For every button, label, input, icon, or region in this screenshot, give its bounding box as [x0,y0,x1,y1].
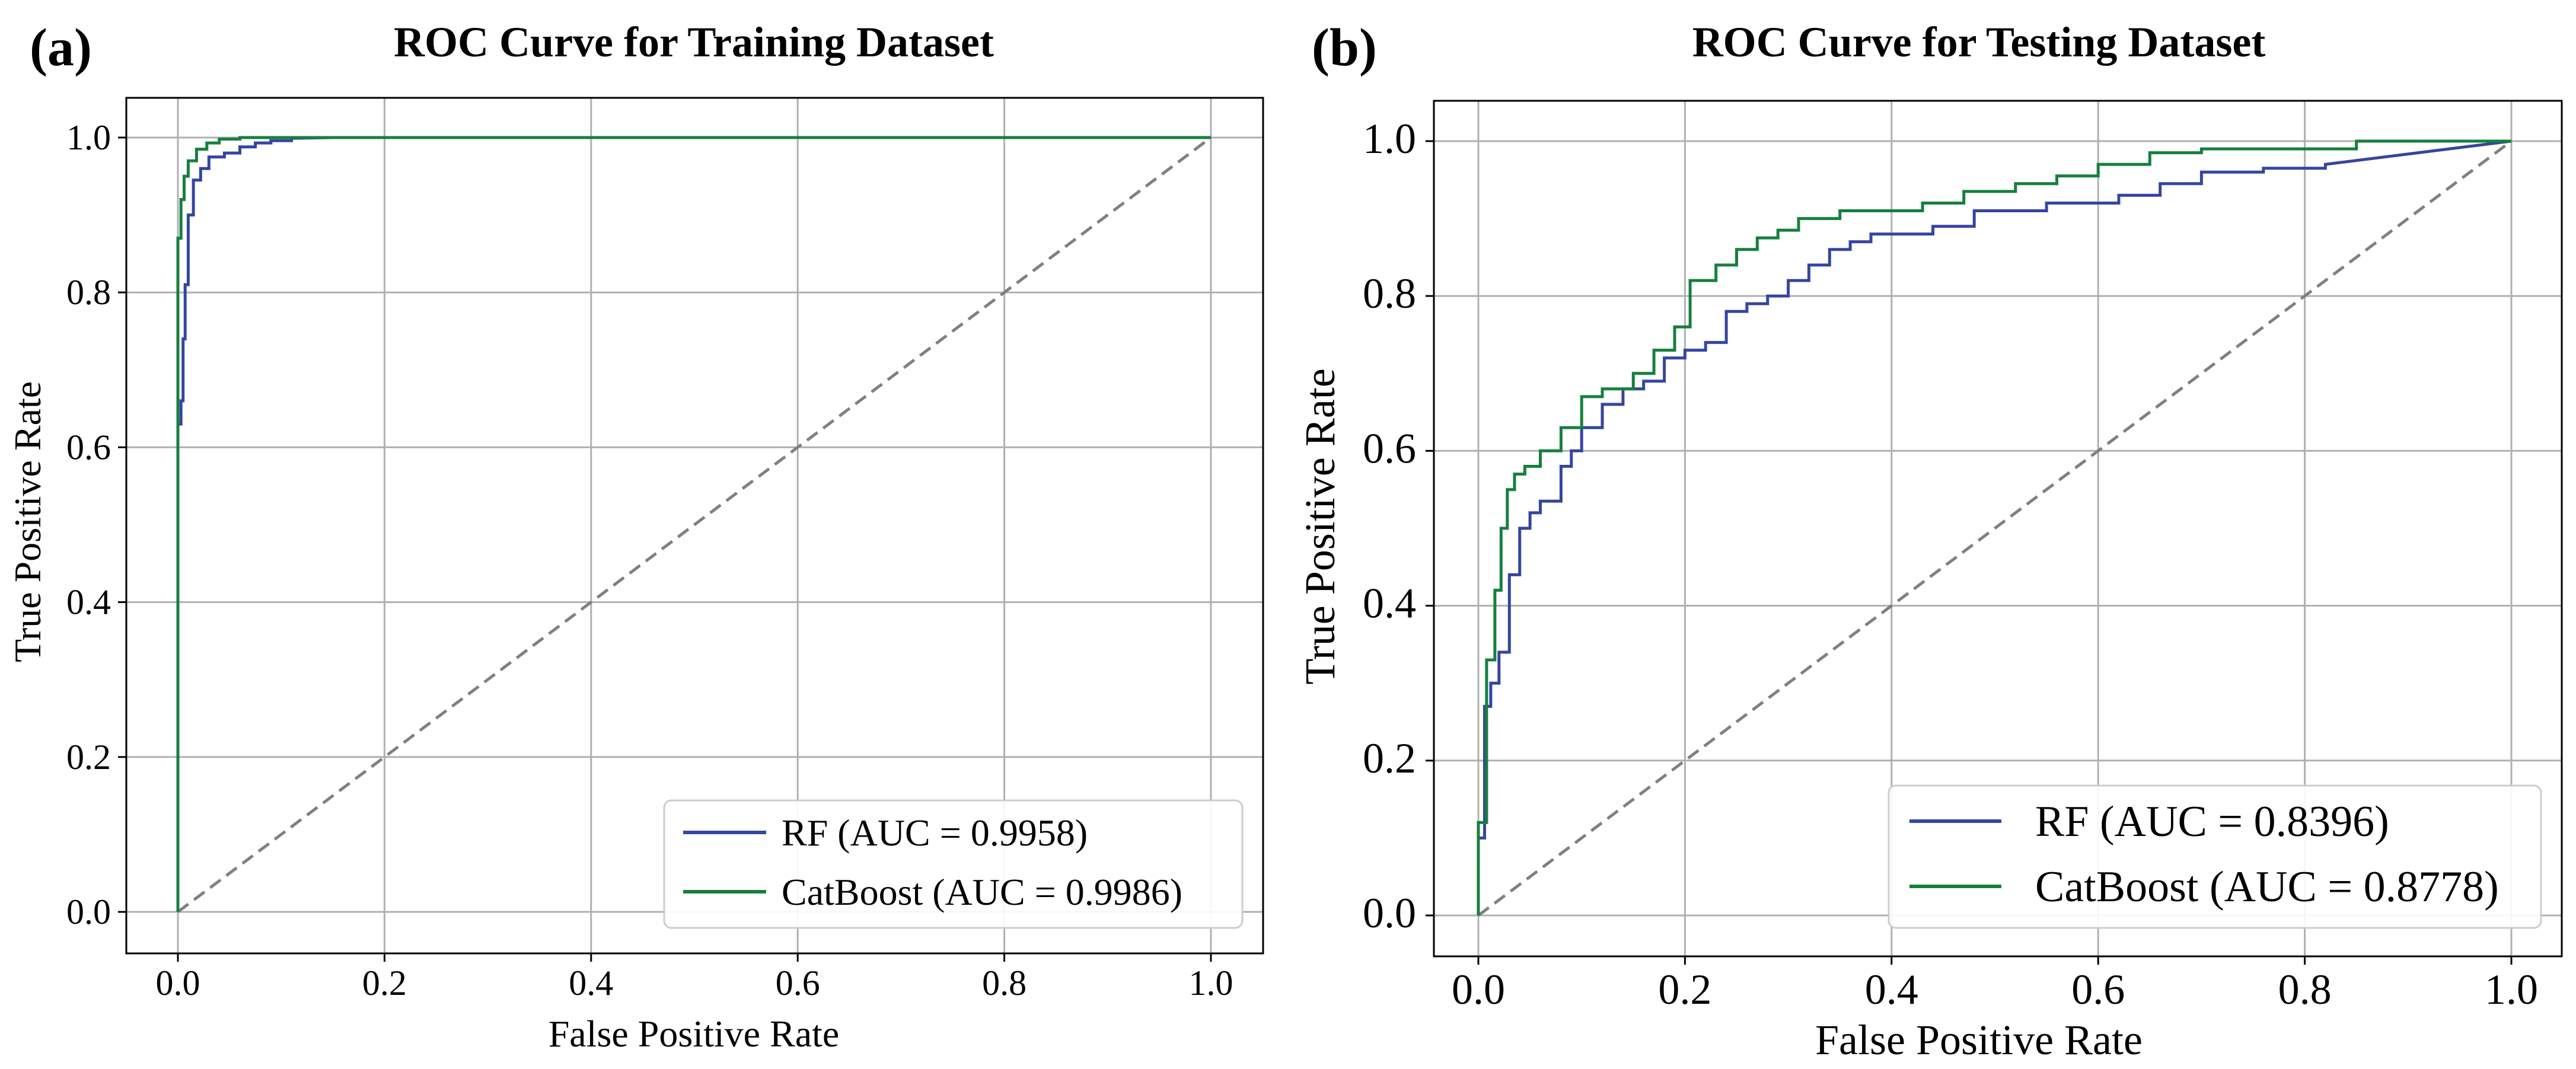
x-tick-label: 0.4 [1865,966,1918,1013]
y-tick-label: 0.2 [66,738,111,777]
x-tick-label: 0.0 [1452,966,1505,1013]
panel-b-legend-catboost-label: CatBoost (AUC = 0.8778) [2035,863,2499,911]
panel-a-y-ticks: 0.0 0.2 0.4 0.6 0.8 1.0 [66,118,126,931]
x-tick-label: 0.4 [569,963,613,1003]
panel-a-diagonal-reference [177,136,1212,914]
x-tick-label: 0.6 [2071,966,2125,1013]
x-tick-label: 0.2 [1658,966,1711,1013]
panel-b-curves [1477,139,2512,915]
panel-b-legend-rf-label: RF (AUC = 0.8396) [2035,797,2389,846]
y-tick-label: 0.0 [66,892,111,931]
roc-curve-rf [176,136,1211,912]
panel-a-letter: (a) [30,18,92,77]
panel-a-training-roc: (a) ROC Curve for Training Dataset 0.0 0.… [7,18,1264,1055]
panel-b-y-ticks: 0.0 0.2 0.4 0.6 0.8 1.0 [1363,115,1434,937]
panel-a-x-axis-label: False Positive Rate [549,1013,840,1055]
x-tick-label: 1.0 [2485,966,2538,1013]
y-tick-label: 0.6 [1363,425,1416,472]
x-tick-label: 0.2 [362,963,407,1003]
x-tick-label: 0.8 [982,963,1026,1003]
panel-a-legend-rf-label: RF (AUC = 0.9958) [782,812,1088,854]
panel-b-y-axis-label: True Positive Rate [1296,368,1344,684]
panel-b-testing-roc: (b) ROC Curve for Testing Dataset 0.0 0.2… [1296,18,2563,1064]
x-tick-label: 0.8 [2278,966,2332,1013]
y-tick-label: 0.4 [1363,580,1416,627]
panel-a-x-ticks: 0.0 0.2 0.4 0.6 0.8 1.0 [156,953,1233,1003]
x-tick-label: 1.0 [1189,963,1233,1003]
panel-a-legend-box [663,799,1244,929]
panel-b-legend-box [1888,784,2542,929]
y-tick-label: 1.0 [66,118,111,157]
y-tick-label: 0.8 [66,273,111,312]
y-tick-label: 1.0 [1363,115,1416,162]
panel-b-legend: RF (AUC = 0.8396) CatBoost (AUC = 0.8778… [1888,784,2542,929]
panel-b-x-axis-label: False Positive Rate [1815,1016,2143,1064]
panel-a-y-axis-label: True Positive Rate [7,381,49,662]
panel-b-title: ROC Curve for Testing Dataset [1692,18,2266,66]
y-tick-label: 0.8 [1363,270,1416,317]
panel-b-letter: (b) [1312,18,1377,77]
panel-a-title: ROC Curve for Training Dataset [394,18,994,66]
panel-a-legend: RF (AUC = 0.9958) CatBoost (AUC = 0.9986… [663,799,1244,929]
roc-curve-rf [1477,139,2512,915]
y-tick-label: 0.4 [66,583,111,622]
y-tick-label: 0.2 [1363,735,1416,782]
roc-curve-catboost [176,136,1211,912]
x-tick-label: 0.0 [156,963,200,1003]
y-tick-label: 0.6 [66,427,111,467]
panel-b-axes-frame [1433,100,2563,958]
panel-b-x-ticks: 0.0 0.2 0.4 0.6 0.8 1.0 [1452,956,2538,1013]
panel-a-curves [176,136,1211,912]
panel-b-diagonal-reference [1477,139,2513,917]
panel-a-legend-catboost-label: CatBoost (AUC = 0.9986) [782,871,1182,913]
y-tick-label: 0.0 [1363,889,1416,937]
x-tick-label: 0.6 [776,963,820,1003]
roc-curve-catboost [1477,139,2511,915]
panel-a-axes-frame [125,97,1264,955]
